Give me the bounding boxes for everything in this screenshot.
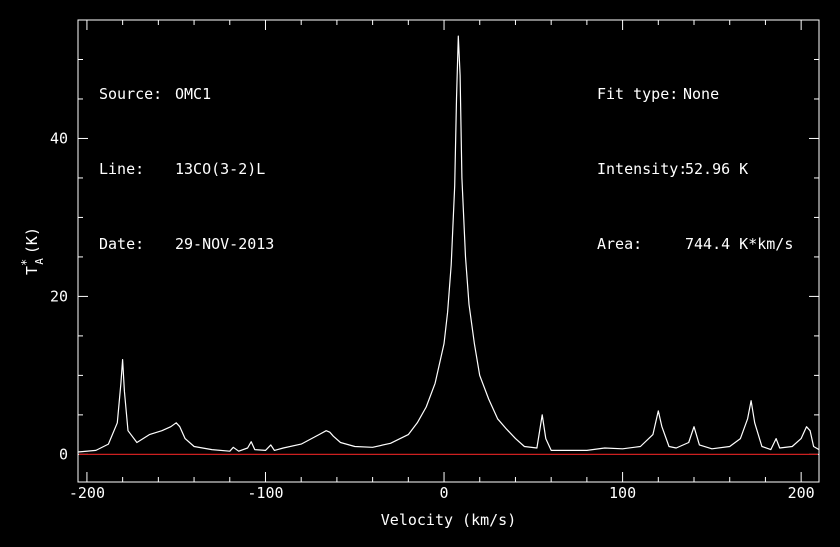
info-line-value: 13CO(3-2)L (175, 160, 266, 178)
info-date-row: Date: 29-NOV-2013 (99, 232, 274, 257)
info-line-row: Line: 13CO(3-2)L (99, 157, 274, 182)
info-source-key: Source: (99, 85, 163, 103)
info-source-row: Source: OMC1 (99, 82, 274, 107)
x-tick-label: -100 (247, 484, 283, 502)
spectrum-series-line (77, 35, 820, 453)
info-intensity-row: Intensity:52.96 K (597, 157, 793, 182)
info-area-key: Area: (597, 235, 643, 253)
x-axis-label: Velocity (km/s) (381, 511, 516, 529)
y-tick-label: 0 (59, 445, 68, 463)
info-intensity-value: 52.96 K (685, 160, 749, 178)
info-fit-row: Fit type: None (597, 82, 793, 107)
x-tick-label: 0 (440, 484, 449, 502)
x-tick-label: 200 (788, 484, 815, 502)
info-area-value: 744.4 K*km/s (685, 235, 794, 253)
info-area-row: Area: 744.4 K*km/s (597, 232, 793, 257)
y-axis-label-unit: (K) (23, 227, 41, 254)
svg-text:T*A(K): T*A (K) (19, 227, 46, 275)
info-source-value: OMC1 (175, 85, 212, 103)
info-fit-value: None (683, 85, 720, 103)
info-left: Source: OMC1 Line: 13CO(3-2)L Date: 29-NOV-… (99, 32, 274, 282)
info-intensity-key: Intensity: (597, 160, 688, 178)
info-date-key: Date: (99, 235, 145, 253)
y-axis-label-sub: A (33, 258, 46, 265)
y-axis-label-main: T (23, 266, 41, 275)
y-tick-label: 20 (50, 287, 68, 305)
y-tick-label: 40 (50, 129, 68, 147)
x-tick-label: 100 (609, 484, 636, 502)
x-tick-label: -200 (69, 484, 105, 502)
info-fit-key: Fit type: (597, 85, 679, 103)
plot-frame (77, 19, 820, 483)
info-right: Fit type: None Intensity:52.96 K Area: 744… (597, 32, 793, 282)
y-axis-label-sup: * (19, 259, 33, 266)
info-line-key: Line: (99, 160, 145, 178)
y-axis-label: T*A (K) (19, 227, 46, 275)
info-date-value: 29-NOV-2013 (175, 235, 275, 253)
